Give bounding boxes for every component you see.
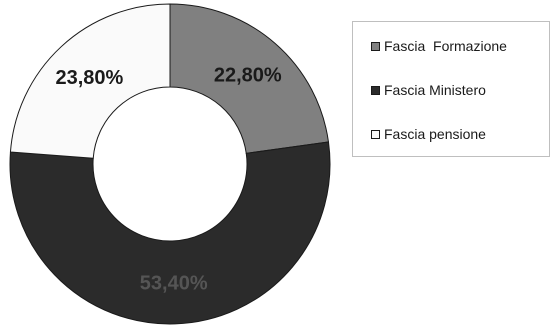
legend-label-ministero: Fascia Ministero xyxy=(384,82,486,98)
legend-label-formazione: Fascia Formazione xyxy=(384,38,507,54)
legend-swatch-formazione xyxy=(371,41,380,51)
donut-slice-formazione xyxy=(169,3,330,154)
slice-label-formazione: 22,80% xyxy=(214,65,282,87)
legend-item-pensione: Fascia pensione xyxy=(371,126,486,142)
legend-swatch-pensione xyxy=(371,129,380,139)
chart-legend: Fascia Formazione Fascia Ministero Fasci… xyxy=(352,21,550,157)
legend-item-formazione: Fascia Formazione xyxy=(371,38,507,54)
slice-label-pensione: 23,80% xyxy=(56,67,124,89)
donut-slice-pensione xyxy=(9,3,171,159)
legend-label-pensione: Fascia pensione xyxy=(384,126,486,142)
legend-swatch-ministero xyxy=(371,85,380,95)
slice-label-ministero: 53,40% xyxy=(140,272,208,294)
legend-item-ministero: Fascia Ministero xyxy=(371,82,486,98)
donut-slice-ministero xyxy=(9,141,331,325)
